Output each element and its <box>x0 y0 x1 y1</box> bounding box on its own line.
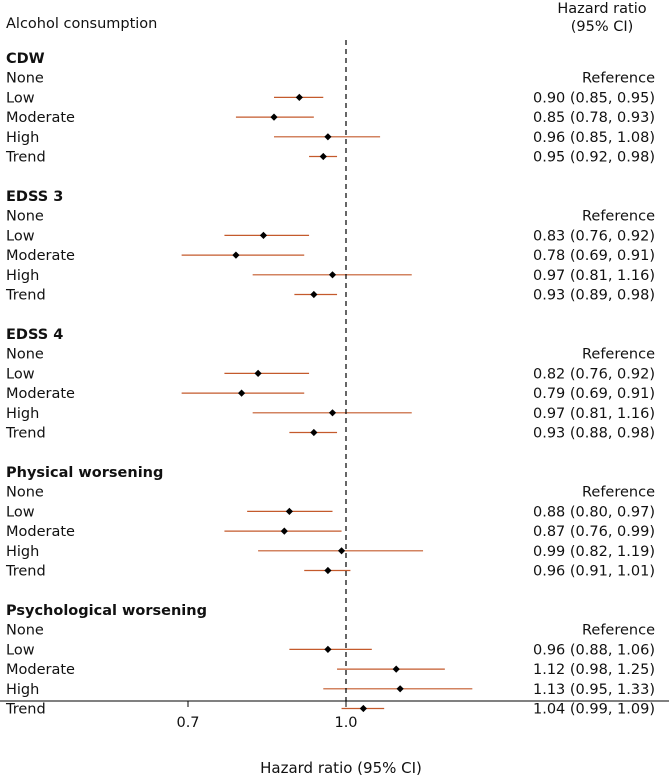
hr-point <box>324 133 332 141</box>
row-label: None <box>6 623 44 639</box>
header-right-line2: (95% CI) <box>571 19 634 35</box>
estimate-text: 0.83 (0.76, 0.92) <box>533 228 655 244</box>
estimate-text: 0.78 (0.69, 0.91) <box>533 248 655 264</box>
header-left: Alcohol consumption <box>6 16 157 32</box>
hr-point <box>324 645 332 653</box>
forest-rows: CDW None Reference Low 0.90 (0.85, 0.95) Mode… <box>5 51 655 718</box>
group-title: CDW <box>6 51 45 67</box>
hr-point <box>396 685 404 693</box>
row-label: Moderate <box>6 110 75 126</box>
estimate-text: 0.90 (0.85, 0.95) <box>533 90 655 106</box>
row-label: High <box>6 268 39 284</box>
row-label: High <box>6 544 39 560</box>
row-label: Low <box>6 228 35 244</box>
estimate-text: Reference <box>582 623 655 639</box>
hr-point <box>328 409 337 417</box>
row-label: High <box>6 130 39 146</box>
row-label: Moderate <box>6 524 75 540</box>
group-title: Physical worsening <box>6 465 163 481</box>
row-label: Moderate <box>6 662 75 678</box>
hr-point <box>254 369 262 377</box>
estimate-text: 0.96 (0.88, 1.06) <box>533 642 655 658</box>
row-label: Moderate <box>6 248 75 264</box>
estimate-text: Reference <box>582 71 655 87</box>
hr-point <box>295 93 303 101</box>
estimate-text: 0.99 (0.82, 1.19) <box>533 544 655 560</box>
row-label: Trend <box>5 564 46 580</box>
row-label: None <box>6 347 44 363</box>
estimate-text: 0.97 (0.81, 1.16) <box>533 406 655 422</box>
estimate-text: 0.82 (0.76, 0.92) <box>533 366 655 382</box>
estimate-text: 0.93 (0.89, 0.98) <box>533 288 655 304</box>
row-label: High <box>6 682 39 698</box>
hr-point <box>237 389 246 397</box>
hr-point <box>319 152 327 161</box>
estimate-text: 1.13 (0.95, 1.33) <box>533 682 655 698</box>
estimate-text: 0.88 (0.80, 0.97) <box>533 504 655 520</box>
hr-point <box>310 428 318 437</box>
estimate-text: 0.93 (0.88, 0.98) <box>533 426 655 442</box>
estimate-text: Reference <box>582 485 655 501</box>
row-label: None <box>6 485 44 501</box>
row-label: Trend <box>5 150 46 166</box>
hr-point <box>259 231 268 239</box>
x-tick-label: 1.0 <box>334 715 357 731</box>
estimate-text: 0.87 (0.76, 0.99) <box>533 524 655 540</box>
estimate-text: Reference <box>582 209 655 225</box>
estimate-text: 0.97 (0.81, 1.16) <box>533 268 655 284</box>
hr-point <box>280 527 288 535</box>
hr-point <box>392 665 400 673</box>
estimate-text: 0.85 (0.78, 0.93) <box>533 110 655 126</box>
x-axis-ticks: 0.7 1.0 <box>176 701 358 731</box>
hr-point <box>359 704 367 713</box>
hr-point <box>232 251 240 259</box>
hr-point <box>324 566 332 575</box>
hr-point <box>270 113 278 121</box>
estimate-text: 0.96 (0.85, 1.08) <box>533 130 655 146</box>
estimate-text: 0.79 (0.69, 0.91) <box>533 386 655 402</box>
row-label: Low <box>6 90 35 106</box>
estimate-text: 1.04 (0.99, 1.09) <box>533 702 655 718</box>
group-title: EDSS 4 <box>6 327 63 343</box>
row-label: None <box>6 71 44 87</box>
estimate-text: 1.12 (0.98, 1.25) <box>533 662 655 678</box>
row-label: None <box>6 209 44 225</box>
x-axis-label: Hazard ratio (95% CI) <box>260 759 422 777</box>
row-label: Low <box>6 642 35 658</box>
row-label: Trend <box>5 702 46 718</box>
hr-point <box>328 271 337 279</box>
header-right-line1: Hazard ratio <box>557 1 646 17</box>
estimate-text: Reference <box>582 347 655 363</box>
row-label: High <box>6 406 39 422</box>
row-label: Low <box>6 366 35 382</box>
hr-point <box>310 290 318 299</box>
estimate-text: 0.95 (0.92, 0.98) <box>533 150 655 166</box>
group-title: EDSS 3 <box>6 189 63 205</box>
row-label: Low <box>6 504 35 520</box>
row-label: Trend <box>5 426 46 442</box>
row-label: Trend <box>5 288 46 304</box>
hr-point <box>285 507 293 515</box>
x-tick-label: 0.7 <box>176 715 199 731</box>
estimate-text: 0.96 (0.91, 1.01) <box>533 564 655 580</box>
row-label: Moderate <box>6 386 75 402</box>
group-title: Psychological worsening <box>6 603 207 619</box>
hr-point <box>337 547 346 555</box>
